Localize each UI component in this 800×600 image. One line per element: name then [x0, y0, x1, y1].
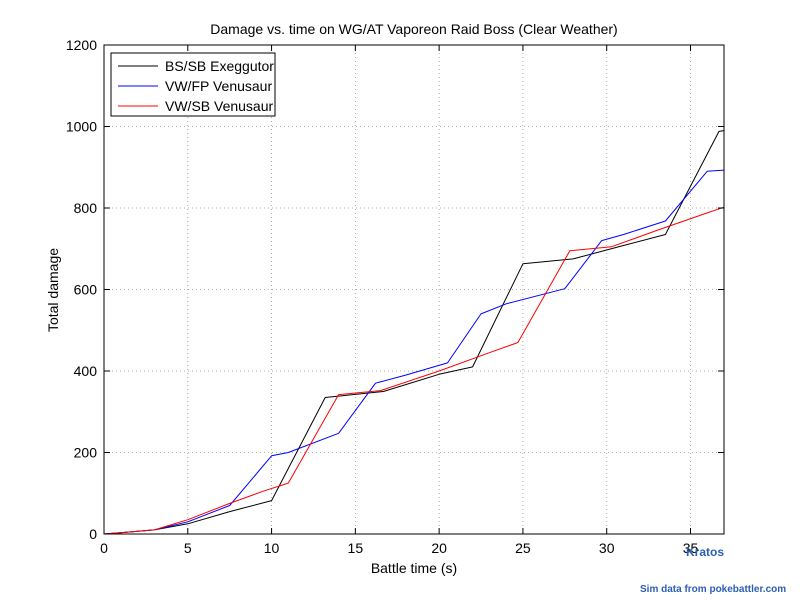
tick-labels: 0 5 10 15 20 25 30 35 0 200 400 600 800 1000 1200 — [66, 37, 699, 556]
x-tick-label: 30 — [599, 540, 615, 556]
y-axis-label: Total damage — [45, 248, 61, 332]
author-credit: Kratos — [686, 545, 724, 559]
y-tick-label: 1200 — [66, 37, 97, 53]
y-tick-label: 800 — [74, 200, 98, 216]
series-line-bs-sb-exeggutor — [103, 130, 725, 535]
x-tick-label: 10 — [264, 540, 280, 556]
x-tick-label: 25 — [515, 540, 531, 556]
y-tick-label: 400 — [74, 363, 98, 379]
y-tick-label: 0 — [89, 526, 97, 542]
legend-label: BS/SB Exeggutor — [165, 58, 274, 74]
series-line-vw-sb-venusaur — [103, 206, 725, 535]
x-tick-label: 20 — [431, 540, 447, 556]
x-tick-label: 5 — [184, 540, 192, 556]
series-line-vw-fp-venusaur — [103, 169, 725, 535]
y-tick-label: 200 — [74, 445, 98, 461]
x-axis-label: Battle time (s) — [371, 560, 457, 576]
x-tick-label: 15 — [348, 540, 364, 556]
y-tick-label: 1000 — [66, 119, 97, 135]
legend-items: BS/SB Exeggutor VW/FP Venusaur VW/SB Venus… — [118, 58, 274, 114]
x-tick-label: 0 — [100, 540, 108, 556]
x-tick-label: 35 — [683, 540, 699, 556]
grid-lines — [104, 45, 724, 534]
chart-title: Damage vs. time on WG/AT Vaporeon Raid B… — [210, 21, 617, 37]
legend-label: VW/FP Venusaur — [165, 78, 272, 94]
legend-box — [110, 52, 276, 117]
axis-ticks — [103, 44, 724, 535]
source-credit: Sim data from pokebattler.com — [640, 584, 786, 595]
legend: BS/SB Exeggutor VW/FP Venusaur VW/SB Venus… — [110, 52, 276, 117]
data-series — [103, 130, 725, 535]
y-tick-label: 600 — [74, 282, 98, 298]
legend-label: VW/SB Venusaur — [165, 98, 274, 114]
